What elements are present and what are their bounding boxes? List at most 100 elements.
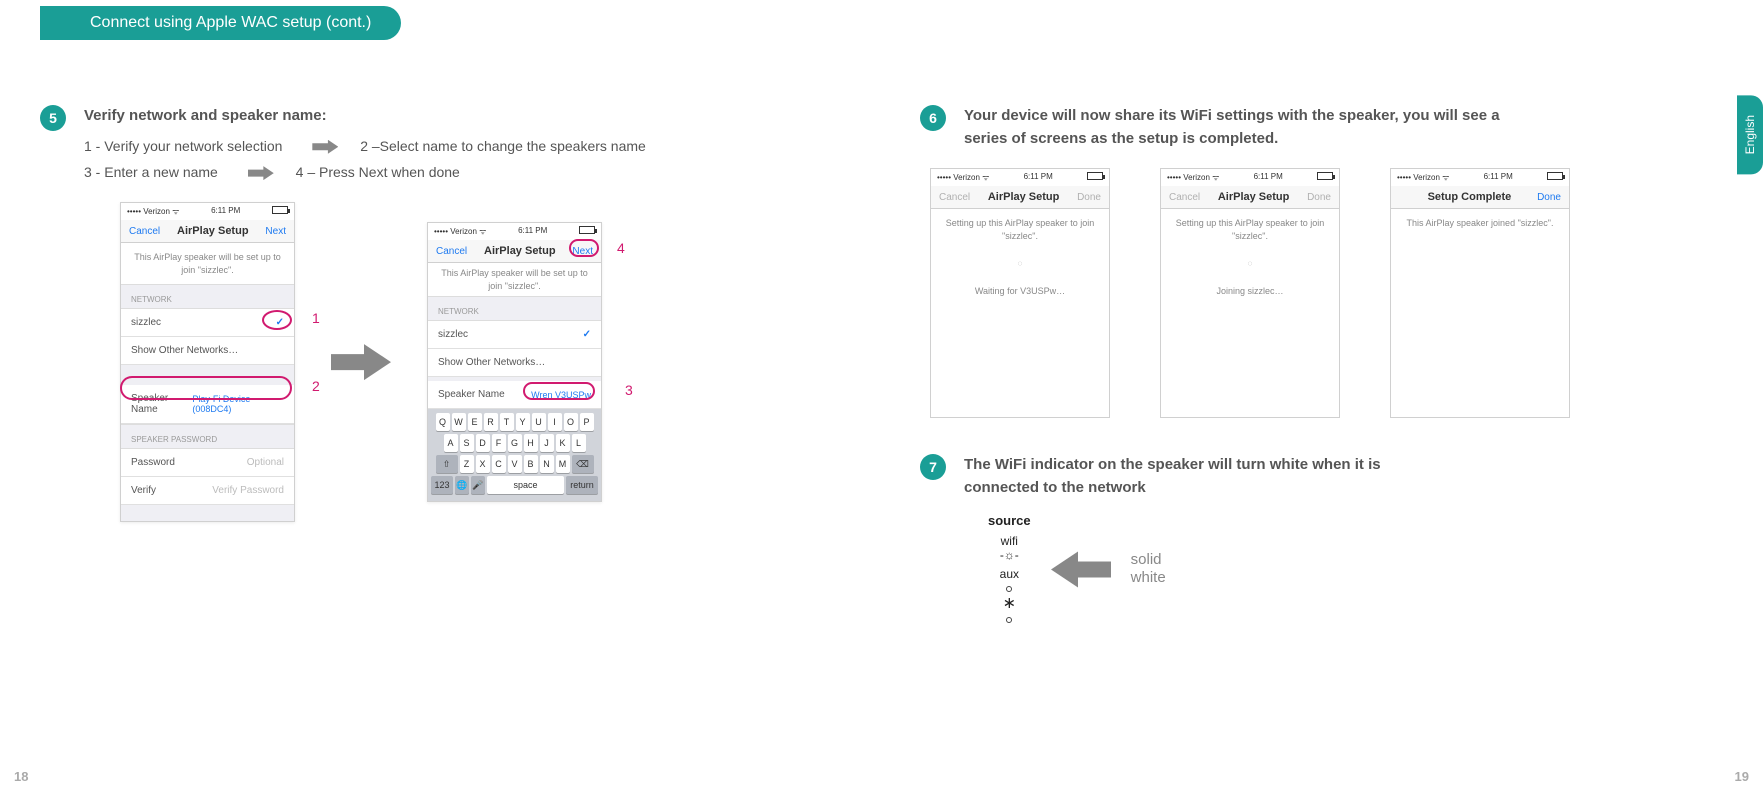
step-6: 6 Your device will now share its WiFi se… (920, 105, 1680, 150)
key-x[interactable]: X (476, 455, 490, 473)
verify-row[interactable]: Verify Verify Password (121, 477, 294, 505)
key-o[interactable]: O (564, 413, 578, 431)
bt-indicator (988, 612, 1031, 626)
key-n[interactable]: N (540, 455, 554, 473)
globe-key[interactable]: 🌐 (455, 476, 469, 494)
key-k[interactable]: K (556, 434, 570, 452)
verify-label: Verify (131, 485, 156, 496)
step-7-title: The WiFi indicator on the speaker will t… (964, 454, 1434, 499)
done-button[interactable]: Done (1537, 192, 1561, 203)
key-g[interactable]: G (508, 434, 522, 452)
bluetooth-icon: ∗ (988, 596, 1031, 612)
clock: 6:11 PM (1254, 172, 1283, 183)
right-column: 6 Your device will now share its WiFi se… (920, 105, 1680, 644)
key-p[interactable]: P (580, 413, 594, 431)
key-t[interactable]: T (500, 413, 514, 431)
key-l[interactable]: L (572, 434, 586, 452)
callout-3: 3 (625, 382, 633, 398)
nav-title: AirPlay Setup (177, 225, 249, 237)
setup-message: This AirPlay speaker will be set up to j… (428, 263, 601, 296)
step-5-line-2: 3 - Enter a new name 4 – Press Next when… (84, 164, 840, 180)
speaker-name-label: Speaker Name (438, 389, 505, 400)
status-bar: ••••• Verizon ᯤ 6:11 PM (121, 203, 294, 220)
show-other-row[interactable]: Show Other Networks… (428, 349, 601, 377)
carrier: ••••• Verizon ᯤ (434, 226, 486, 237)
cancel-button[interactable]: Cancel (129, 226, 160, 237)
source-indicators: source wifi -☼- aux ∗ (988, 513, 1031, 626)
aux-label: aux (988, 567, 1031, 581)
status-text: Joining sizzlec… (1161, 277, 1339, 306)
key-y[interactable]: Y (516, 413, 530, 431)
keyboard[interactable]: QWERTYUIOP ASDFGHJKL ⇧ ZXCVBNM ⌫ 123 🌐 🎤… (428, 409, 601, 501)
callout-4: 4 (617, 240, 625, 256)
key-r[interactable]: R (484, 413, 498, 431)
next-button[interactable]: Next (265, 226, 286, 237)
phone-a-wrap: ••••• Verizon ᯤ 6:11 PM Cancel AirPlay S… (120, 202, 295, 522)
step-5-2a: 3 - Enter a new name (84, 164, 218, 180)
network-row[interactable]: sizzlec ✓ (428, 321, 601, 349)
key-c[interactable]: C (492, 455, 506, 473)
key-b[interactable]: B (524, 455, 538, 473)
key-u[interactable]: U (532, 413, 546, 431)
backspace-key[interactable]: ⌫ (572, 455, 594, 473)
source-label: source (988, 513, 1031, 528)
callout-ring-2 (120, 376, 292, 400)
key-h[interactable]: H (524, 434, 538, 452)
setup-message: Setting up this AirPlay speaker to join … (1161, 209, 1339, 250)
space-key[interactable]: space (487, 476, 564, 494)
callout-ring-4 (569, 239, 599, 257)
source-panel: source wifi -☼- aux ∗ solid white (988, 513, 1680, 626)
step-badge-7: 7 (920, 454, 946, 480)
key-s[interactable]: S (460, 434, 474, 452)
return-key[interactable]: return (566, 476, 598, 494)
battery-icon (272, 206, 288, 214)
arrow-icon (248, 166, 274, 180)
password-placeholder: Optional (247, 457, 284, 468)
phone-b-wrap: ••••• Verizon ᯤ 6:11 PM Cancel AirPlay S… (427, 222, 602, 502)
mic-key[interactable]: 🎤 (471, 476, 485, 494)
num-key[interactable]: 123 (431, 476, 453, 494)
status-bar: ••••• Verizon ᯤ 6:11 PM (1391, 169, 1569, 186)
key-q[interactable]: Q (436, 413, 450, 431)
shift-key[interactable]: ⇧ (436, 455, 458, 473)
step-5-1b: 2 –Select name to change the speakers na… (360, 138, 646, 154)
step-5: 5 Verify network and speaker name: 1 - V… (40, 105, 840, 180)
key-j[interactable]: J (540, 434, 554, 452)
step-5-2b: 4 – Press Next when done (296, 164, 460, 180)
section-header: Connect using Apple WAC setup (cont.) (40, 6, 401, 40)
wifi-label: wifi (988, 534, 1031, 548)
key-m[interactable]: M (556, 455, 570, 473)
cancel-button: Cancel (1169, 192, 1200, 203)
phone-a: ••••• Verizon ᯤ 6:11 PM Cancel AirPlay S… (120, 202, 295, 522)
big-arrow-icon (331, 342, 391, 382)
section-network: NETWORK (121, 284, 294, 309)
section-password: SPEAKER PASSWORD (121, 424, 294, 449)
key-v[interactable]: V (508, 455, 522, 473)
step-5-line-1: 1 - Verify your network selection 2 –Sel… (84, 138, 840, 154)
step-badge-6: 6 (920, 105, 946, 131)
cancel-button[interactable]: Cancel (436, 246, 467, 257)
key-e[interactable]: E (468, 413, 482, 431)
show-other-row[interactable]: Show Other Networks… (121, 337, 294, 365)
key-z[interactable]: Z (460, 455, 474, 473)
key-a[interactable]: A (444, 434, 458, 452)
callout-ring-3 (523, 382, 595, 400)
key-f[interactable]: F (492, 434, 506, 452)
carrier: ••••• Verizon ᯤ (127, 206, 179, 217)
status-bar: ••••• Verizon ᯤ 6:11 PM (931, 169, 1109, 186)
password-row[interactable]: Password Optional (121, 449, 294, 477)
battery-icon (1087, 172, 1103, 180)
phone-b: ••••• Verizon ᯤ 6:11 PM Cancel AirPlay S… (427, 222, 602, 502)
nav-bar: Cancel AirPlay Setup Next (121, 220, 294, 243)
aux-indicator (988, 581, 1031, 595)
key-i[interactable]: I (548, 413, 562, 431)
phones-row-step6: ••••• Verizon ᯤ 6:11 PM Cancel AirPlay S… (930, 168, 1680, 418)
battery-icon (1317, 172, 1333, 180)
nav-bar: Cancel AirPlay Setup Done (931, 186, 1109, 209)
step-5-title: Verify network and speaker name: (84, 105, 840, 128)
carrier: ••••• Verizon ᯤ (937, 172, 989, 183)
key-d[interactable]: D (476, 434, 490, 452)
phone-e: ••••• Verizon ᯤ 6:11 PM Setup Complete D… (1390, 168, 1570, 418)
solid-text: solid (1131, 551, 1162, 568)
key-w[interactable]: W (452, 413, 466, 431)
